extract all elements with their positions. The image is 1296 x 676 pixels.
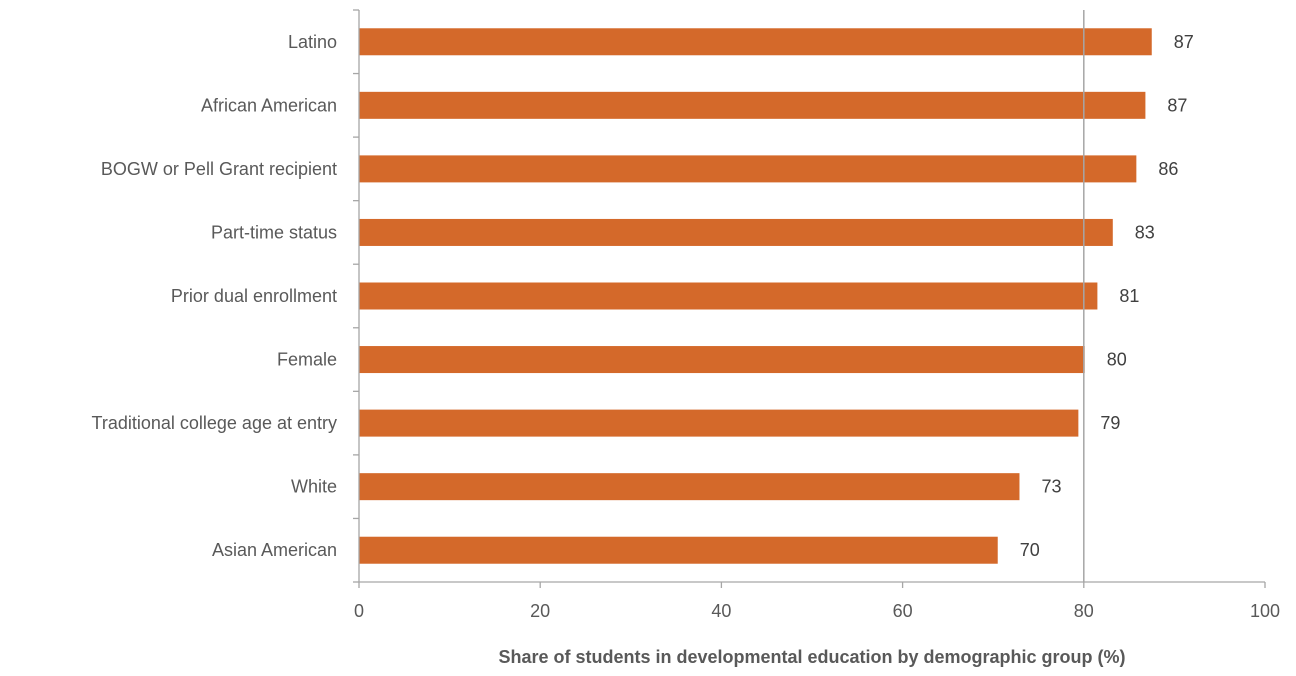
bar (359, 218, 1113, 246)
category-label: Prior dual enrollment (171, 286, 337, 306)
data-label: 87 (1167, 95, 1187, 115)
data-label: 86 (1158, 159, 1178, 179)
data-labels: 87 87 86 83 81 80 79 73 70 (1020, 32, 1194, 560)
data-label: 79 (1100, 413, 1120, 433)
category-label: Female (277, 350, 337, 370)
x-tick-label: 100 (1250, 601, 1280, 621)
category-label: Asian American (212, 540, 337, 560)
category-label: BOGW or Pell Grant recipient (101, 159, 337, 179)
x-axis-title: Share of students in developmental educa… (498, 647, 1125, 667)
bars-group (359, 28, 1152, 564)
category-label: Latino (288, 32, 337, 52)
bar (359, 409, 1079, 437)
y-axis (353, 9, 360, 583)
x-tick-label: 60 (893, 601, 913, 621)
bar (359, 282, 1098, 310)
data-label: 87 (1174, 32, 1194, 52)
category-label: White (291, 477, 337, 497)
category-labels: Latino African American BOGW or Pell Grant… (92, 32, 337, 560)
data-label: 80 (1107, 350, 1127, 370)
data-label: 70 (1020, 540, 1040, 560)
bar (359, 91, 1146, 119)
data-label: 83 (1135, 222, 1155, 242)
bar (359, 473, 1020, 501)
data-label: 73 (1041, 477, 1061, 497)
bar (359, 536, 998, 564)
x-tick-label: 20 (530, 601, 550, 621)
category-label: Part-time status (211, 222, 337, 242)
x-tick-label: 80 (1074, 601, 1094, 621)
bar (359, 28, 1152, 56)
category-label: African American (201, 95, 337, 115)
x-axis: 0 20 40 60 80 100 (354, 581, 1280, 621)
bar (359, 346, 1085, 374)
x-tick-label: 40 (711, 601, 731, 621)
data-label: 81 (1119, 286, 1139, 306)
category-label: Traditional college age at entry (92, 413, 337, 433)
x-tick-label: 0 (354, 601, 364, 621)
bar (359, 155, 1137, 183)
